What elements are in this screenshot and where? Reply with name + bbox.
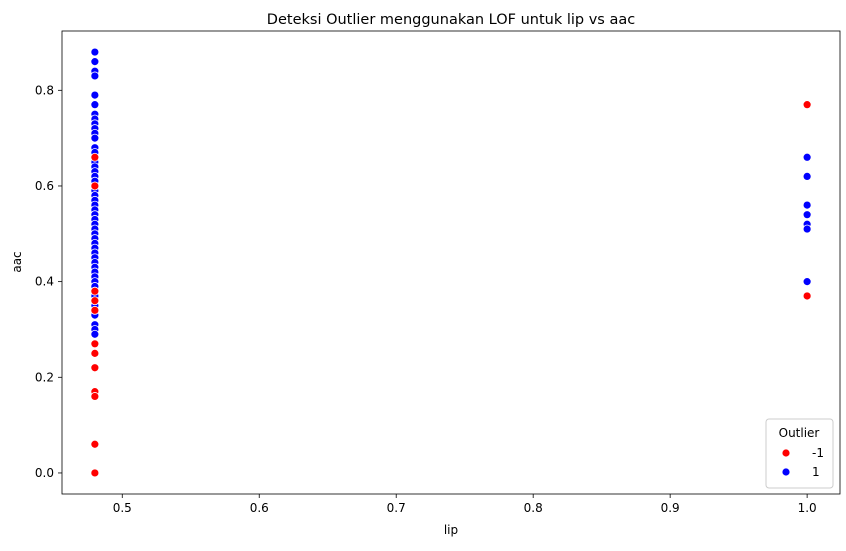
scatter-point-outlier [802, 100, 812, 110]
scatter-point-outlier [90, 181, 100, 191]
scatter-point-outlier [90, 392, 100, 401]
points-layer [90, 47, 812, 478]
scatter-point-outlier [90, 468, 100, 478]
legend-title: Outlier [779, 426, 820, 440]
x-tick-label: 0.9 [661, 501, 680, 515]
scatter-point-outlier [90, 296, 100, 306]
scatter-point-outlier [90, 152, 100, 162]
legend-label-inlier: 1 [812, 465, 820, 479]
x-tick-label: 0.8 [524, 501, 543, 515]
chart-title: Deteksi Outlier menggunakan LOF untuk li… [267, 12, 635, 28]
scatter-point-inlier [802, 172, 812, 181]
x-tick-label: 0.7 [387, 501, 406, 515]
scatter-point-outlier [90, 339, 100, 349]
x-axis-label: lip [444, 523, 458, 537]
y-axis-label: aac [10, 251, 24, 272]
axes-frame [61, 30, 841, 495]
x-tick-label: 0.6 [250, 501, 269, 515]
x-tick-label: 1.0 [798, 501, 817, 515]
y-tick-label: 0.6 [35, 179, 54, 193]
scatter-point-outlier [90, 439, 100, 449]
scatter-point-inlier [90, 47, 100, 57]
y-tick-label: 0.4 [35, 275, 54, 289]
scatter-point-inlier [802, 224, 812, 234]
scatter-point-inlier [802, 200, 812, 210]
scatter-point-outlier [90, 348, 100, 358]
scatter-point-outlier [90, 363, 100, 373]
legend-marker-inlier [781, 467, 791, 477]
scatter-point-inlier [802, 277, 812, 287]
legend-marker-outlier [781, 448, 791, 458]
scatter-point-inlier [802, 152, 812, 162]
y-axis: 0.0 0.2 0.4 0.6 0.8 [35, 83, 62, 480]
y-tick-label: 0.2 [35, 370, 54, 384]
y-tick-label: 0.8 [35, 83, 54, 97]
scatter-point-outlier [90, 286, 100, 296]
scatter-point-inlier [90, 90, 100, 100]
scatter-point-inlier [90, 329, 100, 339]
scatter-point-outlier [802, 291, 812, 301]
x-tick-label: 0.5 [113, 501, 132, 515]
scatter-point-inlier [90, 71, 100, 81]
scatter-point-outlier [90, 305, 100, 315]
scatter-point-inlier [90, 57, 100, 67]
scatter-point-inlier [90, 133, 100, 143]
scatter-point-inlier [90, 100, 100, 110]
x-axis: 0.5 0.6 0.7 0.8 0.9 1.0 [113, 494, 817, 515]
legend: Outlier -1 1 [765, 418, 834, 489]
legend-label-outlier: -1 [812, 446, 824, 460]
scatter-point-inlier [802, 210, 812, 220]
y-tick-label: 0.0 [35, 466, 54, 480]
